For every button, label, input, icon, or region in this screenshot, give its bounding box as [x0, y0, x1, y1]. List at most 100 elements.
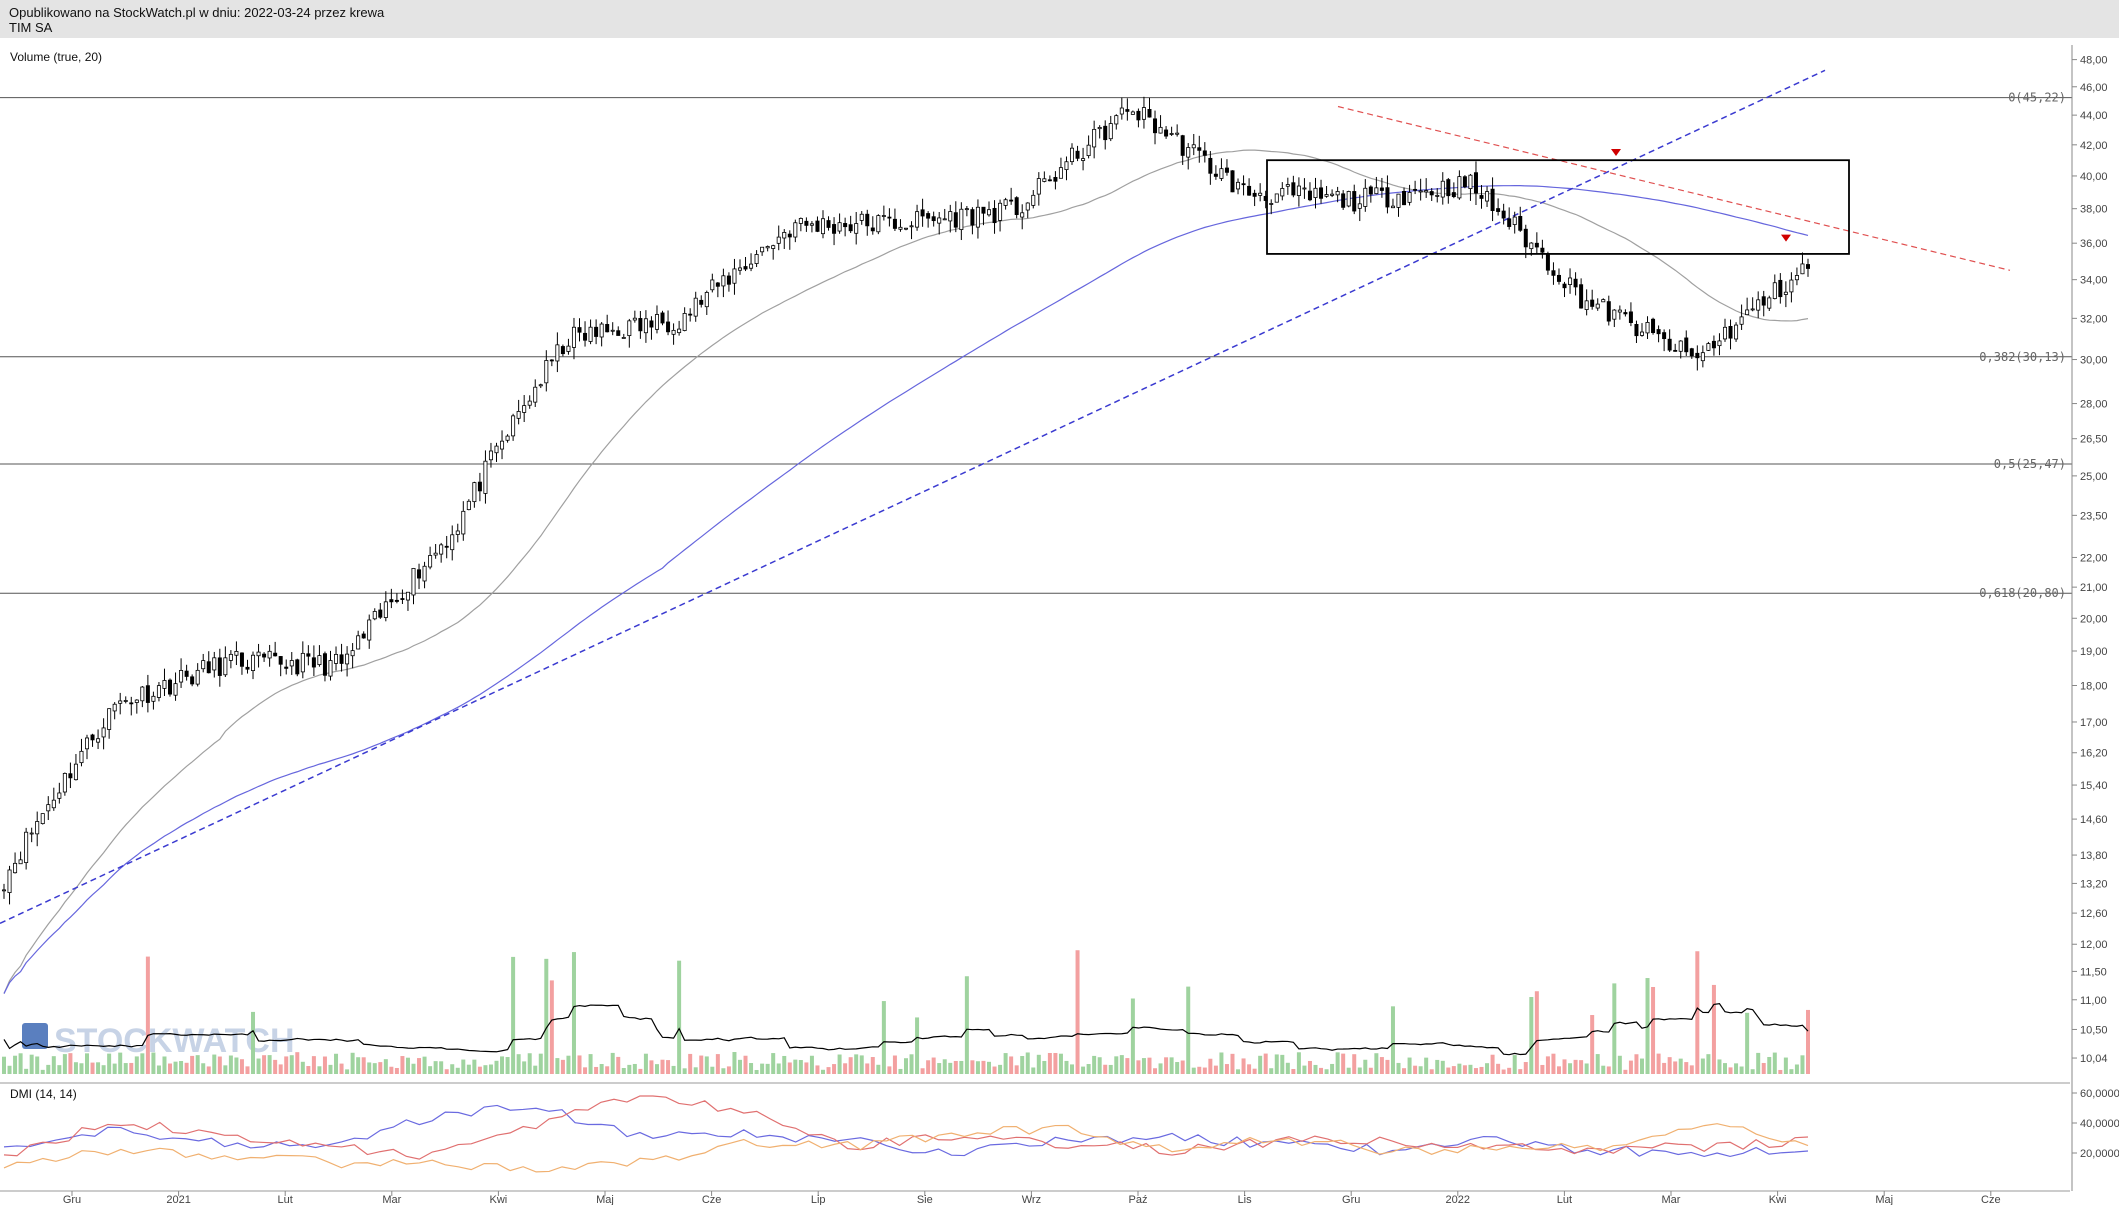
candle-body	[1446, 179, 1451, 197]
volume-bar	[1302, 1065, 1307, 1074]
volume-bar	[62, 1054, 67, 1074]
volume-bar	[848, 1057, 853, 1074]
fib-level-label: 0(45,22)	[2008, 91, 2066, 105]
volume-bar	[1263, 1053, 1268, 1074]
volume-bar	[876, 1064, 881, 1074]
x-tick-label: Lip	[811, 1194, 826, 1205]
volume-bar	[1081, 1066, 1086, 1074]
sma-long-line	[3, 184, 1809, 994]
fib-level-label: 0,618(20,80)	[1979, 586, 2066, 600]
volume-bar	[677, 960, 682, 1074]
volume-bar	[156, 1065, 161, 1074]
candle-body	[1545, 254, 1550, 271]
candle-body	[1551, 270, 1556, 276]
volume-bar	[776, 1063, 781, 1074]
volume-bar	[1639, 1058, 1644, 1074]
volume-bar	[1446, 1067, 1451, 1074]
volume-bar	[1778, 1069, 1783, 1074]
volume-bar	[1390, 1006, 1395, 1074]
volume-bar	[411, 1063, 416, 1074]
volume-bar	[599, 1064, 604, 1074]
volume-bar	[1363, 1059, 1368, 1074]
volume-bar	[1097, 1057, 1102, 1074]
volume-bar	[1590, 1015, 1595, 1074]
candle-body	[1330, 193, 1335, 196]
volume-bar	[477, 1066, 482, 1074]
candle-body	[262, 653, 267, 658]
volume-bar	[1036, 1054, 1041, 1074]
candle-body	[1385, 187, 1390, 208]
candle-body	[118, 700, 123, 704]
volume-bar	[1103, 1064, 1108, 1074]
candle-body	[483, 460, 488, 494]
volume-bar	[24, 1068, 29, 1074]
volume-bar	[1595, 1054, 1600, 1074]
volume-bar	[699, 1055, 704, 1074]
volume-bar	[815, 1065, 820, 1074]
volume-bar	[339, 1063, 344, 1074]
price-candles	[2, 96, 1811, 905]
candle-body	[1745, 309, 1750, 316]
candle-body	[610, 329, 615, 332]
volume-bar	[1385, 1059, 1390, 1074]
y-tick-label: 21,00	[2080, 582, 2108, 594]
volume-bar	[616, 1056, 621, 1074]
candle-body	[1518, 215, 1523, 231]
volume-bar	[267, 1055, 272, 1074]
candle-body	[1175, 132, 1180, 135]
x-tick-label: Lis	[1238, 1194, 1253, 1205]
volume-bar	[953, 1060, 958, 1074]
volume-bar	[13, 1055, 18, 1074]
volume-bar	[35, 1056, 40, 1074]
candle-body	[915, 211, 920, 228]
volume-bar	[168, 1063, 173, 1074]
candle-body	[173, 683, 178, 696]
sma-short-line	[3, 149, 1809, 994]
volume-bar	[549, 980, 554, 1074]
candle-body	[339, 654, 344, 664]
candle-body	[1164, 129, 1169, 137]
candle-body	[1313, 187, 1318, 199]
candle-body	[721, 275, 726, 287]
candle-body	[1003, 199, 1008, 206]
volume-bar	[1457, 1063, 1462, 1074]
candle-body	[1141, 107, 1146, 120]
volume-bar	[494, 1060, 499, 1074]
volume-bar	[743, 1055, 748, 1074]
candle-body	[1097, 127, 1102, 130]
candle-body	[948, 211, 953, 222]
candle-body	[704, 292, 709, 308]
candle-body	[522, 405, 527, 413]
candle-body	[1280, 188, 1285, 197]
candle-body	[826, 220, 831, 228]
y-tick-label: 44,00	[2080, 110, 2108, 122]
volume-bar	[306, 1066, 311, 1074]
candle-body	[1479, 195, 1484, 199]
candle-body	[1440, 180, 1445, 198]
volume-bar	[400, 1056, 405, 1074]
candle-body	[621, 337, 626, 339]
volume-bar	[1601, 1065, 1606, 1074]
candle-body	[1180, 135, 1185, 156]
candle-body	[145, 685, 150, 703]
candle-body	[190, 676, 195, 685]
volume-bar	[1191, 1067, 1196, 1074]
dmi-lines	[3, 1095, 1809, 1173]
candle-body	[1617, 309, 1622, 313]
volume-bar	[361, 1057, 366, 1074]
candle-body	[439, 544, 444, 555]
volume-bar	[1020, 1056, 1025, 1074]
volume-bar	[433, 1061, 438, 1074]
candle-body	[477, 481, 482, 492]
volume-bar	[1379, 1057, 1384, 1074]
volume-bar	[262, 1055, 267, 1074]
volume-bar	[201, 1063, 206, 1074]
y-tick-label: 20,00	[2080, 613, 2108, 625]
candle-body	[1750, 308, 1755, 311]
volume-bar	[79, 1063, 84, 1074]
volume-bar	[909, 1054, 914, 1074]
volume-bar	[1014, 1065, 1019, 1074]
y-tick-label: 14,60	[2080, 814, 2108, 826]
candle-body	[1706, 343, 1711, 351]
